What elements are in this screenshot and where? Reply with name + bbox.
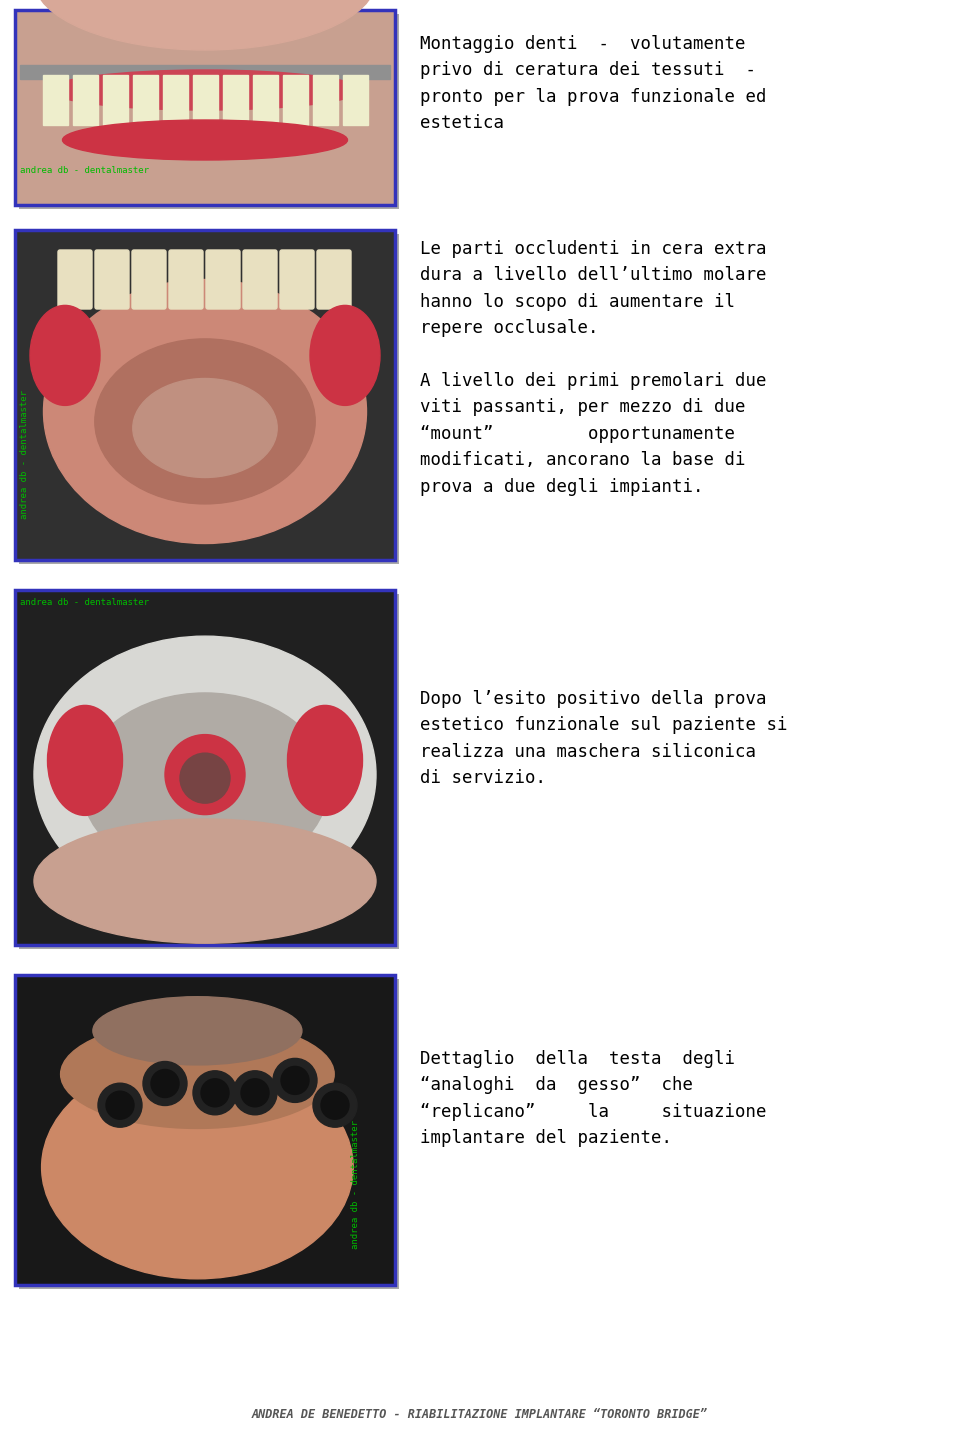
Circle shape — [241, 1079, 269, 1106]
Bar — [223, 74, 248, 124]
Bar — [73, 74, 98, 124]
Circle shape — [233, 1070, 277, 1115]
Circle shape — [313, 1083, 357, 1128]
Ellipse shape — [34, 637, 376, 913]
Ellipse shape — [49, 70, 361, 110]
FancyBboxPatch shape — [58, 250, 92, 309]
Circle shape — [281, 1066, 309, 1095]
Text: Le parti occludenti in cera extra
dura a livello dell’ultimo molare
hanno lo sco: Le parti occludenti in cera extra dura a… — [420, 240, 766, 495]
Ellipse shape — [41, 1056, 353, 1279]
FancyBboxPatch shape — [280, 250, 314, 309]
FancyBboxPatch shape — [243, 250, 277, 309]
Bar — [15, 975, 395, 1285]
Bar — [15, 10, 395, 205]
FancyBboxPatch shape — [169, 250, 203, 309]
Text: ANDREA DE BENEDETTO - RIABILITAZIONE IMPLANTARE “TORONTO BRIDGE”: ANDREA DE BENEDETTO - RIABILITAZIONE IMP… — [252, 1408, 708, 1421]
Ellipse shape — [180, 753, 230, 803]
Bar — [103, 74, 128, 124]
FancyBboxPatch shape — [206, 250, 240, 309]
Bar — [19, 14, 399, 209]
Bar — [163, 74, 188, 124]
Circle shape — [193, 1070, 237, 1115]
Circle shape — [143, 1062, 187, 1106]
Ellipse shape — [30, 305, 100, 405]
Bar — [15, 590, 395, 944]
Text: andrea db - dentalmaster: andrea db - dentalmaster — [20, 391, 29, 519]
Ellipse shape — [34, 0, 376, 50]
Bar — [19, 979, 399, 1289]
Ellipse shape — [95, 339, 315, 504]
Circle shape — [273, 1059, 317, 1102]
Bar — [193, 74, 218, 124]
Bar — [343, 74, 368, 124]
Ellipse shape — [310, 305, 380, 405]
Circle shape — [98, 1083, 142, 1128]
Ellipse shape — [287, 705, 363, 816]
Ellipse shape — [93, 997, 301, 1065]
Ellipse shape — [82, 693, 328, 877]
Ellipse shape — [132, 379, 277, 478]
Ellipse shape — [47, 705, 123, 816]
Ellipse shape — [62, 120, 348, 160]
Circle shape — [106, 1092, 134, 1119]
Bar — [253, 74, 278, 124]
Ellipse shape — [43, 279, 367, 544]
Ellipse shape — [165, 734, 245, 814]
Text: andrea db - dentalmaster: andrea db - dentalmaster — [20, 598, 149, 607]
Bar — [43, 74, 68, 124]
FancyBboxPatch shape — [317, 250, 351, 309]
Text: Dettaglio  della  testa  degli
“analoghi  da  gesso”  che
“replicano”     la    : Dettaglio della testa degli “analoghi da… — [420, 1050, 766, 1148]
Bar — [19, 235, 399, 564]
Circle shape — [151, 1069, 179, 1098]
Bar — [20, 64, 390, 79]
Ellipse shape — [34, 819, 376, 943]
FancyBboxPatch shape — [132, 250, 166, 309]
FancyBboxPatch shape — [95, 250, 129, 309]
Bar — [283, 74, 308, 124]
Text: andrea db - dentalmaster: andrea db - dentalmaster — [20, 166, 149, 175]
Circle shape — [201, 1079, 229, 1106]
Bar — [133, 74, 158, 124]
Ellipse shape — [60, 1020, 334, 1129]
Bar — [15, 230, 395, 560]
Text: Dopo l’esito positivo della prova
estetico funzionale sul paziente si
realizza u: Dopo l’esito positivo della prova esteti… — [420, 690, 787, 787]
Text: Montaggio denti  -  volutamente
privo di ceratura dei tessuti  -
pronto per la p: Montaggio denti - volutamente privo di c… — [420, 34, 766, 132]
Text: andrea db - dentalmaster: andrea db - dentalmaster — [350, 1120, 359, 1249]
Bar — [19, 594, 399, 949]
Circle shape — [321, 1092, 349, 1119]
Bar — [313, 74, 338, 124]
